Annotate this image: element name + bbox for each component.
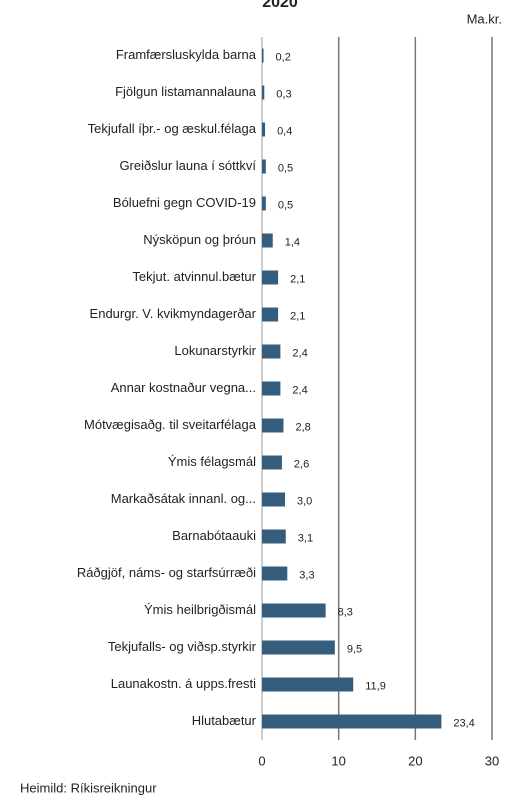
bar: [262, 529, 286, 544]
y-tick-label: Nýsköpun og þróun: [143, 232, 256, 247]
bar: [262, 85, 265, 100]
value-label: 0,4: [277, 125, 292, 137]
value-label: 9,5: [347, 643, 362, 655]
y-tick-label: Greiðslur launa í sóttkví: [119, 158, 256, 173]
value-label: 2,6: [294, 458, 309, 470]
value-label: 2,4: [292, 347, 307, 359]
value-label: 8,3: [338, 606, 353, 618]
value-label: 3,1: [298, 532, 313, 544]
y-tick-label: Barnabótaauki: [172, 528, 256, 543]
y-tick-label: Ráðgjöf, náms- og starfsúrræði: [77, 565, 256, 580]
x-tick-label: 10: [331, 753, 345, 768]
bar: [262, 159, 266, 174]
source: Heimild: Ríkisreikningur: [20, 780, 157, 795]
y-tick-label: Tekjufall íþr.- og æskul.félaga: [88, 121, 257, 136]
y-tick-label: Tekjut. atvinnul.bætur: [132, 269, 256, 284]
y-tick-label: Markaðsátak innanl. og...: [111, 491, 256, 506]
value-label: 2,4: [292, 384, 307, 396]
value-label: 2,8: [295, 421, 310, 433]
chart-title: 2020: [262, 0, 298, 11]
y-tick-label: Hlutabætur: [192, 713, 257, 728]
bar: [262, 714, 442, 729]
bar: [262, 48, 264, 63]
value-label: 3,0: [297, 495, 312, 507]
y-tick-label: Lokunarstyrkir: [174, 343, 256, 358]
y-tick-label: Ýmis félagsmál: [168, 454, 256, 469]
value-label: 0,5: [278, 199, 293, 211]
bar: [262, 381, 281, 396]
y-tick-label: Ýmis heilbrigðismál: [144, 602, 256, 617]
y-tick-label: Tekjufalls- og viðsp.styrkir: [108, 639, 257, 654]
value-label: 2,1: [290, 310, 305, 322]
bar: [262, 455, 282, 470]
bar: [262, 492, 285, 507]
value-label: 1,4: [285, 236, 300, 248]
bar: [262, 418, 284, 433]
bar: [262, 196, 266, 211]
bar: [262, 270, 279, 285]
y-tick-label: Mótvægisaðg. til sveitarfélaga: [84, 417, 257, 432]
y-tick-label: Annar kostnaður vegna...: [111, 380, 256, 395]
value-label: 11,9: [365, 680, 386, 692]
bar: [262, 344, 281, 359]
bar: [262, 640, 335, 655]
x-tick-label: 30: [485, 753, 499, 768]
bar: [262, 307, 279, 322]
value-label: 0,5: [278, 162, 293, 174]
bar: [262, 566, 288, 581]
bar: [262, 122, 266, 137]
value-label: 0,3: [276, 88, 291, 100]
x-tick-label: 0: [258, 753, 265, 768]
y-tick-label: Framfærsluskylda barna: [116, 47, 257, 62]
value-label: 23,4: [453, 717, 474, 729]
value-label: 2,1: [290, 273, 305, 285]
y-tick-label: Launakostn. á upps.fresti: [111, 676, 256, 691]
y-tick-label: Endurgr. V. kvikmyndagerðar: [90, 306, 257, 321]
y-tick-label: Fjölgun listamannalauna: [115, 84, 257, 99]
bar: [262, 677, 354, 692]
x-tick-label: 20: [408, 753, 422, 768]
value-label: 0,2: [276, 51, 291, 63]
bar: [262, 603, 326, 618]
y-tick-label: Bóluefni gegn COVID-19: [113, 195, 256, 210]
bar: [262, 233, 273, 248]
value-label: 3,3: [299, 569, 314, 581]
unit-label: Ma.kr.: [467, 11, 502, 26]
